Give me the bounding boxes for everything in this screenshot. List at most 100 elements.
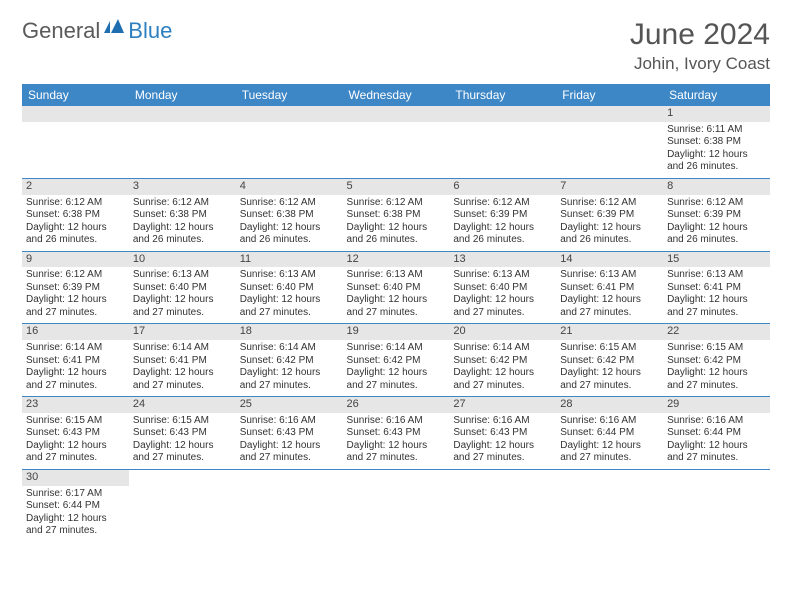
- sunrise-text: Sunrise: 6:16 AM: [453, 415, 552, 428]
- daylight-text: Daylight: 12 hours and 27 minutes.: [667, 367, 766, 392]
- calendar-day: 25Sunrise: 6:16 AMSunset: 6:43 PMDayligh…: [236, 397, 343, 470]
- calendar-week: 9Sunrise: 6:12 AMSunset: 6:39 PMDaylight…: [22, 251, 770, 324]
- calendar-week: 30Sunrise: 6:17 AMSunset: 6:44 PMDayligh…: [22, 469, 770, 541]
- calendar-day: [449, 469, 556, 541]
- calendar-day: 24Sunrise: 6:15 AMSunset: 6:43 PMDayligh…: [129, 397, 236, 470]
- sunset-text: Sunset: 6:41 PM: [133, 355, 232, 368]
- daylight-text: Daylight: 12 hours and 27 minutes.: [667, 294, 766, 319]
- sunrise-text: Sunrise: 6:14 AM: [26, 342, 125, 355]
- calendar-day: [236, 106, 343, 178]
- sunrise-text: Sunrise: 6:12 AM: [453, 197, 552, 210]
- calendar-day: [343, 469, 450, 541]
- logo: General Blue: [22, 18, 172, 44]
- weekday-row: SundayMondayTuesdayWednesdayThursdayFrid…: [22, 84, 770, 106]
- calendar-day: [556, 469, 663, 541]
- daylight-text: Daylight: 12 hours and 27 minutes.: [26, 513, 125, 538]
- daylight-text: Daylight: 12 hours and 27 minutes.: [133, 440, 232, 465]
- weekday-header: Thursday: [449, 84, 556, 106]
- calendar-day: 20Sunrise: 6:14 AMSunset: 6:42 PMDayligh…: [449, 324, 556, 397]
- calendar-table: SundayMondayTuesdayWednesdayThursdayFrid…: [22, 84, 770, 542]
- calendar-day: 30Sunrise: 6:17 AMSunset: 6:44 PMDayligh…: [22, 469, 129, 541]
- sunrise-text: Sunrise: 6:12 AM: [667, 197, 766, 210]
- daylight-text: Daylight: 12 hours and 27 minutes.: [453, 440, 552, 465]
- calendar-day: 1Sunrise: 6:11 AMSunset: 6:38 PMDaylight…: [663, 106, 770, 178]
- daylight-text: Daylight: 12 hours and 26 minutes.: [347, 222, 446, 247]
- day-number: 30: [22, 470, 129, 486]
- calendar-day: 6Sunrise: 6:12 AMSunset: 6:39 PMDaylight…: [449, 178, 556, 251]
- calendar-day: 22Sunrise: 6:15 AMSunset: 6:42 PMDayligh…: [663, 324, 770, 397]
- calendar-day: 14Sunrise: 6:13 AMSunset: 6:41 PMDayligh…: [556, 251, 663, 324]
- calendar-day: 10Sunrise: 6:13 AMSunset: 6:40 PMDayligh…: [129, 251, 236, 324]
- day-number: 29: [663, 397, 770, 413]
- day-number: 19: [343, 324, 450, 340]
- sunset-text: Sunset: 6:39 PM: [26, 282, 125, 295]
- daylight-text: Daylight: 12 hours and 26 minutes.: [240, 222, 339, 247]
- sunrise-text: Sunrise: 6:15 AM: [667, 342, 766, 355]
- title-block: June 2024 Johin, Ivory Coast: [630, 18, 770, 74]
- calendar-day: 26Sunrise: 6:16 AMSunset: 6:43 PMDayligh…: [343, 397, 450, 470]
- day-number: [343, 106, 450, 122]
- sunset-text: Sunset: 6:40 PM: [240, 282, 339, 295]
- sunrise-text: Sunrise: 6:15 AM: [26, 415, 125, 428]
- daylight-text: Daylight: 12 hours and 27 minutes.: [667, 440, 766, 465]
- sunset-text: Sunset: 6:43 PM: [133, 427, 232, 440]
- day-number: 16: [22, 324, 129, 340]
- daylight-text: Daylight: 12 hours and 26 minutes.: [560, 222, 659, 247]
- calendar-day: [556, 106, 663, 178]
- daylight-text: Daylight: 12 hours and 26 minutes.: [667, 149, 766, 174]
- daylight-text: Daylight: 12 hours and 27 minutes.: [240, 367, 339, 392]
- day-number: 25: [236, 397, 343, 413]
- daylight-text: Daylight: 12 hours and 27 minutes.: [133, 367, 232, 392]
- sunrise-text: Sunrise: 6:14 AM: [133, 342, 232, 355]
- day-number: 23: [22, 397, 129, 413]
- day-number: 18: [236, 324, 343, 340]
- calendar-day: 19Sunrise: 6:14 AMSunset: 6:42 PMDayligh…: [343, 324, 450, 397]
- calendar-day: 17Sunrise: 6:14 AMSunset: 6:41 PMDayligh…: [129, 324, 236, 397]
- sunset-text: Sunset: 6:44 PM: [560, 427, 659, 440]
- sunset-text: Sunset: 6:39 PM: [560, 209, 659, 222]
- day-number: 28: [556, 397, 663, 413]
- sunset-text: Sunset: 6:40 PM: [453, 282, 552, 295]
- calendar-body: 1Sunrise: 6:11 AMSunset: 6:38 PMDaylight…: [22, 106, 770, 542]
- sunrise-text: Sunrise: 6:14 AM: [240, 342, 339, 355]
- day-number: [22, 106, 129, 122]
- flag-icon: [104, 19, 126, 40]
- sunrise-text: Sunrise: 6:13 AM: [667, 269, 766, 282]
- day-number: 15: [663, 252, 770, 268]
- weekday-header: Sunday: [22, 84, 129, 106]
- daylight-text: Daylight: 12 hours and 27 minutes.: [347, 440, 446, 465]
- sunset-text: Sunset: 6:41 PM: [560, 282, 659, 295]
- day-number: 22: [663, 324, 770, 340]
- calendar-day: 12Sunrise: 6:13 AMSunset: 6:40 PMDayligh…: [343, 251, 450, 324]
- calendar-day: 13Sunrise: 6:13 AMSunset: 6:40 PMDayligh…: [449, 251, 556, 324]
- sunset-text: Sunset: 6:40 PM: [133, 282, 232, 295]
- calendar-week: 23Sunrise: 6:15 AMSunset: 6:43 PMDayligh…: [22, 397, 770, 470]
- sunset-text: Sunset: 6:38 PM: [347, 209, 446, 222]
- daylight-text: Daylight: 12 hours and 27 minutes.: [347, 294, 446, 319]
- day-number: 10: [129, 252, 236, 268]
- day-number: 21: [556, 324, 663, 340]
- daylight-text: Daylight: 12 hours and 26 minutes.: [133, 222, 232, 247]
- day-number: 3: [129, 179, 236, 195]
- calendar-day: 11Sunrise: 6:13 AMSunset: 6:40 PMDayligh…: [236, 251, 343, 324]
- day-number: 11: [236, 252, 343, 268]
- sunset-text: Sunset: 6:43 PM: [453, 427, 552, 440]
- sunset-text: Sunset: 6:38 PM: [240, 209, 339, 222]
- calendar-day: 4Sunrise: 6:12 AMSunset: 6:38 PMDaylight…: [236, 178, 343, 251]
- calendar-day: 23Sunrise: 6:15 AMSunset: 6:43 PMDayligh…: [22, 397, 129, 470]
- weekday-header: Saturday: [663, 84, 770, 106]
- daylight-text: Daylight: 12 hours and 27 minutes.: [560, 440, 659, 465]
- calendar-day: 3Sunrise: 6:12 AMSunset: 6:38 PMDaylight…: [129, 178, 236, 251]
- sunrise-text: Sunrise: 6:13 AM: [133, 269, 232, 282]
- sunrise-text: Sunrise: 6:16 AM: [240, 415, 339, 428]
- daylight-text: Daylight: 12 hours and 27 minutes.: [240, 294, 339, 319]
- header: General Blue June 2024 Johin, Ivory Coas…: [22, 18, 770, 74]
- day-number: 14: [556, 252, 663, 268]
- sunrise-text: Sunrise: 6:13 AM: [560, 269, 659, 282]
- sunrise-text: Sunrise: 6:16 AM: [667, 415, 766, 428]
- sunrise-text: Sunrise: 6:11 AM: [667, 124, 766, 137]
- calendar-day: 18Sunrise: 6:14 AMSunset: 6:42 PMDayligh…: [236, 324, 343, 397]
- calendar-day: 16Sunrise: 6:14 AMSunset: 6:41 PMDayligh…: [22, 324, 129, 397]
- daylight-text: Daylight: 12 hours and 27 minutes.: [560, 367, 659, 392]
- day-number: 12: [343, 252, 450, 268]
